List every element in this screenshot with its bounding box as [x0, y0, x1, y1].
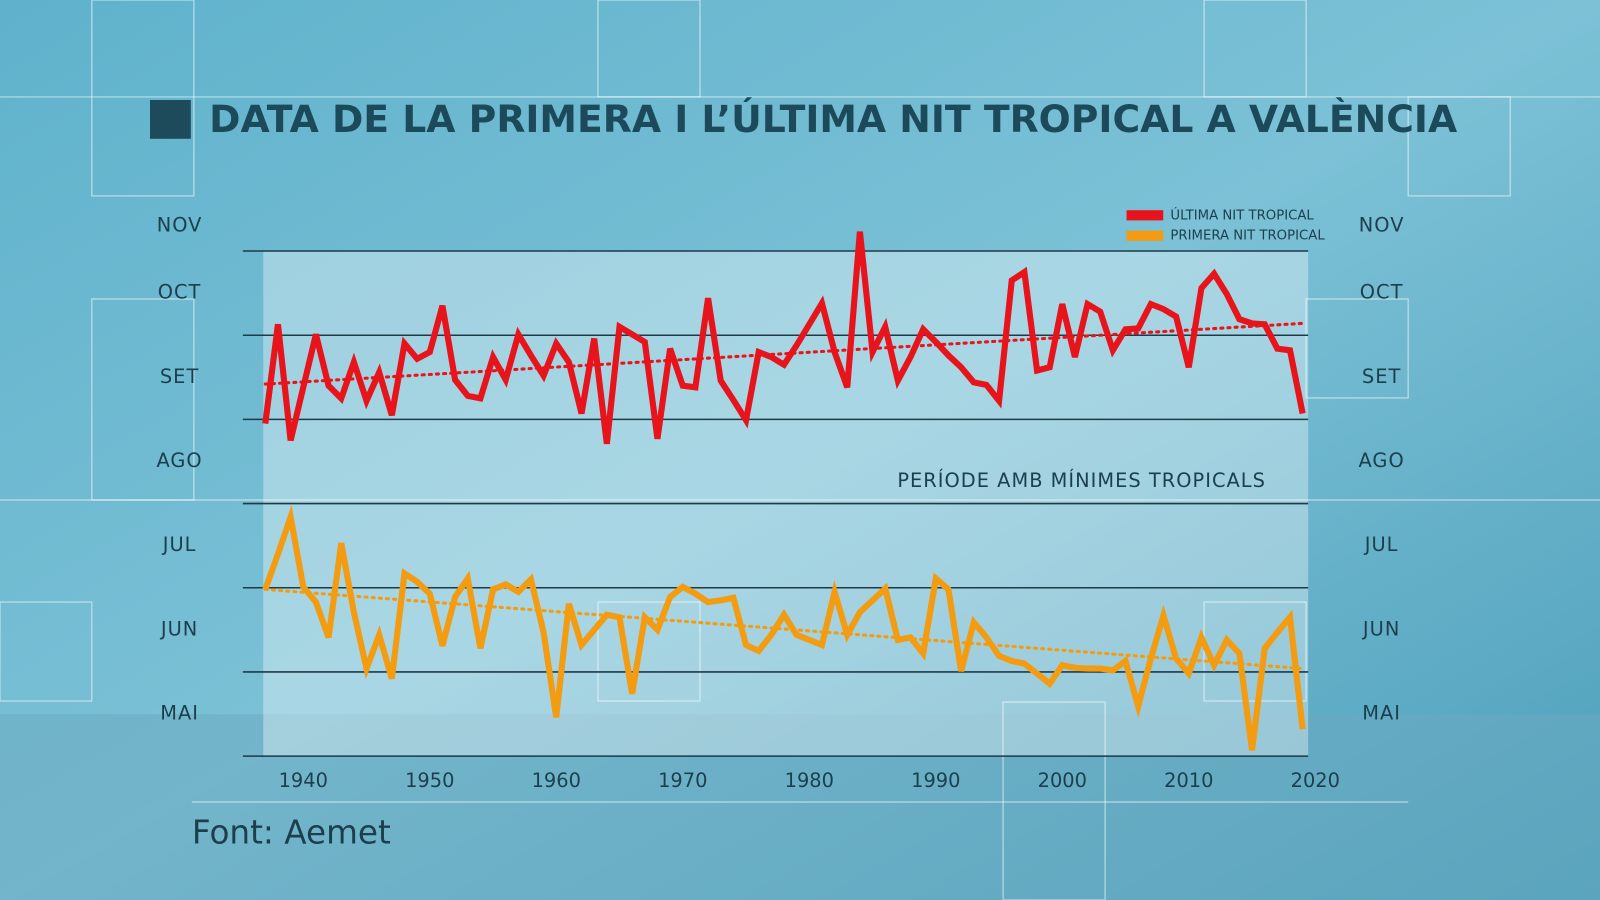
- y-tick-label: AGO: [156, 449, 202, 472]
- x-tick-label: 1960: [532, 769, 581, 792]
- legend-swatch: [1126, 210, 1164, 221]
- legend-swatch: [1126, 230, 1164, 241]
- chart-title: DATA DE LA PRIMERA I L’ÚLTIMA NIT TROPIC…: [209, 97, 1458, 141]
- x-tick-label: 1940: [279, 769, 328, 792]
- title-marker: [150, 100, 191, 139]
- x-tick-label: 1990: [911, 769, 960, 792]
- y-tick-label: JUN: [160, 617, 198, 640]
- y2-tick-label: AGO: [1359, 449, 1405, 472]
- series-line: [262, 504, 1306, 751]
- x-tick-label: 2010: [1164, 769, 1213, 792]
- y2-tick-label: MAI: [1362, 702, 1401, 725]
- trend-line: [263, 321, 1305, 386]
- source: Font: Aemet: [192, 814, 391, 852]
- legend-label: PRIMERA NIT TROPICAL: [1170, 229, 1325, 244]
- x-tick-label: 1970: [658, 769, 707, 792]
- series-line: [262, 231, 1306, 445]
- y2-tick-label: NOV: [1359, 213, 1405, 236]
- y-tick-label: SET: [160, 365, 199, 388]
- y-tick-label: MAI: [160, 702, 199, 725]
- y2-tick-label: JUN: [1362, 617, 1400, 640]
- x-tick-label: 1980: [785, 769, 834, 792]
- legend: ÚLTIMA NIT TROPICAL PRIMERA NIT TROPICAL: [1126, 205, 1325, 244]
- x-tick-label: 2000: [1038, 769, 1087, 792]
- trend-line: [263, 587, 1305, 671]
- y-tick-label: OCT: [158, 281, 202, 304]
- annotation: PERÍODE AMB MÍNIMES TROPICALS: [897, 469, 1266, 492]
- y2-tick-label: OCT: [1360, 281, 1404, 304]
- y2-tick-label: JUL: [1364, 533, 1399, 556]
- y-tick-label: NOV: [157, 213, 203, 236]
- background-sea: [0, 714, 1600, 900]
- y2-tick-label: SET: [1362, 365, 1401, 388]
- y-tick-label: JUL: [162, 533, 197, 556]
- x-tick-label: 2020: [1291, 769, 1340, 792]
- x-tick-label: 1950: [405, 769, 454, 792]
- legend-label: ÚLTIMA NIT TROPICAL: [1170, 205, 1314, 223]
